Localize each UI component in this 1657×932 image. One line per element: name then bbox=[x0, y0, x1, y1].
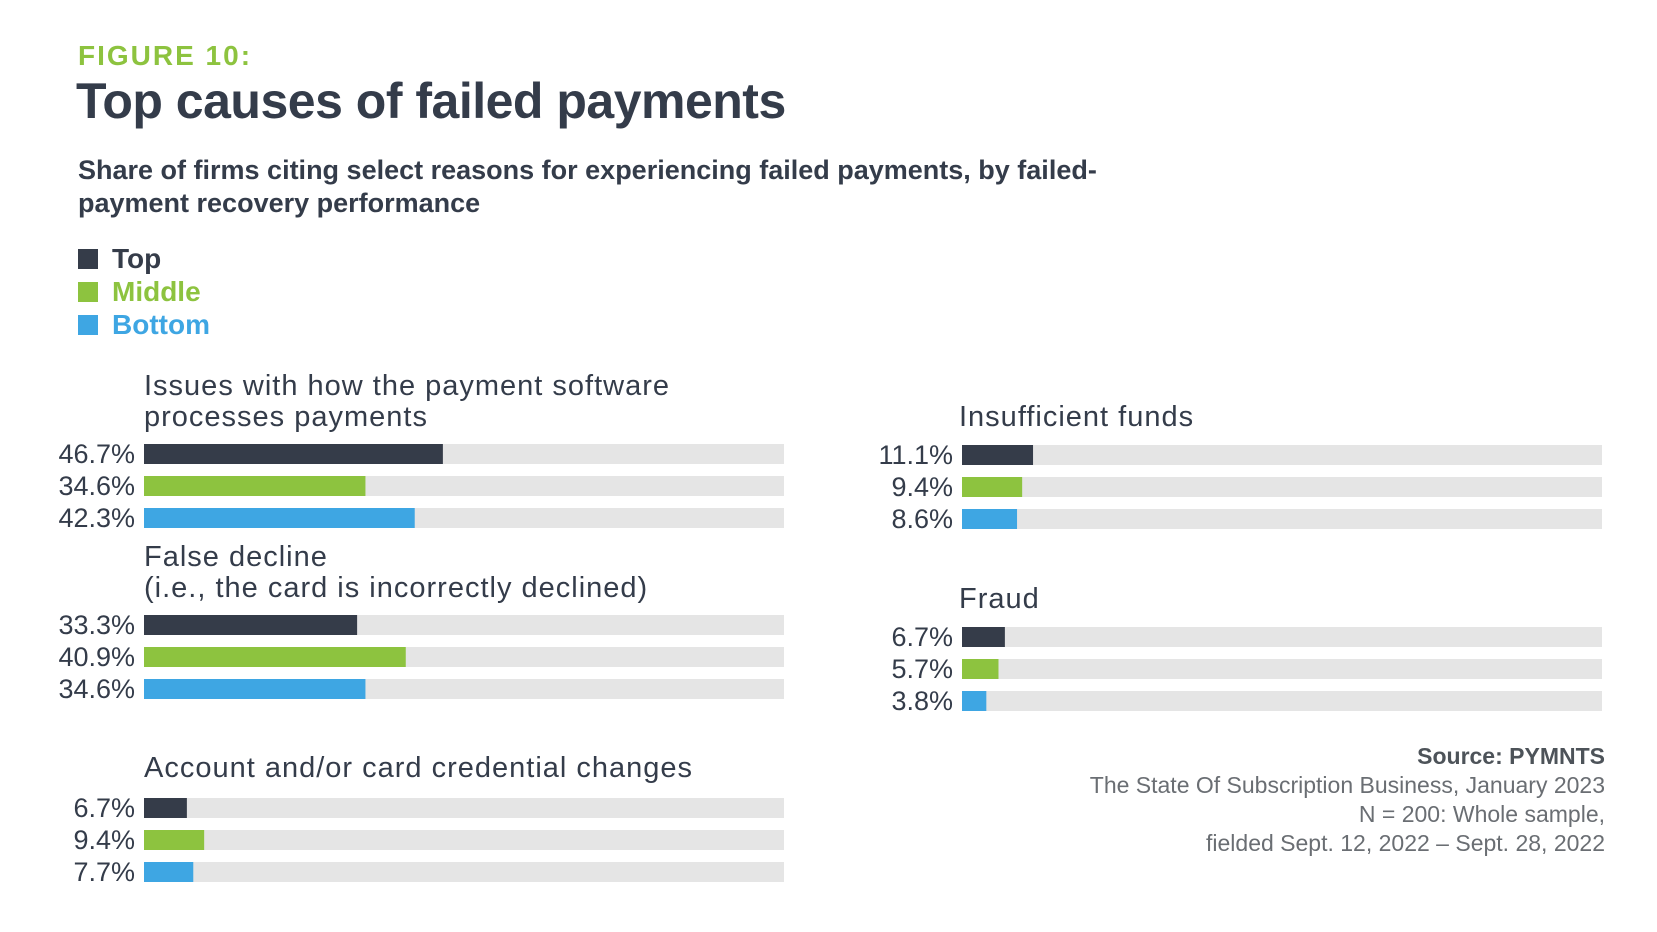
bar-credential-changes-top bbox=[144, 798, 187, 818]
value-label-credential-changes-top: 6.7% bbox=[73, 793, 135, 823]
source-note: Source: PYMNTS The State Of Subscription… bbox=[1090, 742, 1605, 858]
legend-item-bottom: Bottom bbox=[78, 308, 210, 341]
bar-fraud-middle bbox=[962, 659, 999, 679]
bar-false-decline-middle bbox=[144, 647, 406, 667]
bar-track-fraud-bottom bbox=[962, 691, 1602, 711]
value-label-insufficient-funds-middle: 9.4% bbox=[891, 472, 953, 502]
bar-credential-changes-bottom bbox=[144, 862, 194, 882]
bar-insufficient-funds-top bbox=[962, 445, 1034, 465]
source-heading: Source: PYMNTS bbox=[1417, 743, 1605, 769]
bar-insufficient-funds-bottom bbox=[962, 509, 1018, 529]
bar-payment-software-middle bbox=[144, 476, 366, 496]
legend-swatch-top bbox=[78, 248, 98, 269]
bar-track-fraud-middle bbox=[962, 659, 1602, 679]
bar-false-decline-top bbox=[144, 615, 358, 635]
value-label-payment-software-bottom: 42.3% bbox=[58, 503, 135, 533]
value-label-false-decline-top: 33.3% bbox=[58, 610, 135, 640]
bar-track-credential-changes-top bbox=[144, 798, 784, 818]
bar-false-decline-bottom bbox=[144, 679, 366, 699]
bar-payment-software-top bbox=[144, 444, 443, 464]
legend-swatch-middle bbox=[78, 281, 98, 302]
bar-track-credential-changes-bottom bbox=[144, 862, 784, 882]
legend-swatch-bottom bbox=[78, 314, 98, 335]
bar-credential-changes-middle bbox=[144, 830, 205, 850]
value-label-fraud-top: 6.7% bbox=[891, 622, 953, 652]
legend-item-top: Top bbox=[78, 242, 210, 275]
category-label-false-decline: False decline (i.e., the card is incorre… bbox=[144, 541, 649, 604]
value-label-credential-changes-bottom: 7.7% bbox=[73, 857, 135, 887]
bar-insufficient-funds-middle bbox=[962, 477, 1023, 497]
chart-subtitle: Share of firms citing select reasons for… bbox=[78, 155, 1097, 218]
category-label-fraud: Fraud bbox=[959, 583, 1040, 615]
value-label-credential-changes-middle: 9.4% bbox=[73, 825, 135, 855]
chart-title: Top causes of failed payments bbox=[76, 73, 786, 129]
legend-label-bottom: Bottom bbox=[112, 308, 210, 340]
bar-track-credential-changes-middle bbox=[144, 830, 784, 850]
value-label-false-decline-middle: 40.9% bbox=[58, 642, 135, 672]
source-line-2: N = 200: Whole sample, bbox=[1358, 801, 1605, 827]
bar-track-insufficient-funds-middle bbox=[962, 477, 1602, 497]
legend-item-middle: Middle bbox=[78, 275, 210, 308]
source-line-3: fielded Sept. 12, 2022 – Sept. 28, 2022 bbox=[1206, 830, 1605, 856]
category-label-insufficient-funds: Insufficient funds bbox=[959, 401, 1195, 433]
legend-label-middle: Middle bbox=[112, 275, 201, 307]
value-label-false-decline-bottom: 34.6% bbox=[58, 674, 135, 704]
source-line-1: The State Of Subscription Business, Janu… bbox=[1089, 772, 1605, 798]
value-label-payment-software-middle: 34.6% bbox=[58, 471, 135, 501]
bar-fraud-bottom bbox=[962, 691, 987, 711]
legend: Top Middle Bottom bbox=[78, 242, 210, 341]
bar-payment-software-bottom bbox=[144, 508, 415, 528]
category-label-credential-changes: Account and/or card credential changes bbox=[144, 752, 694, 784]
figure-label: FIGURE 10: bbox=[78, 40, 253, 71]
value-label-fraud-middle: 5.7% bbox=[891, 654, 953, 684]
bar-track-fraud-top bbox=[962, 627, 1602, 647]
bar-track-insufficient-funds-bottom bbox=[962, 509, 1602, 529]
legend-label-top: Top bbox=[112, 242, 162, 274]
category-label-payment-software: Issues with how the payment software pro… bbox=[144, 370, 671, 433]
value-label-fraud-bottom: 3.8% bbox=[891, 686, 953, 716]
value-label-insufficient-funds-top: 11.1% bbox=[878, 440, 953, 470]
value-label-insufficient-funds-bottom: 8.6% bbox=[891, 504, 953, 534]
bar-fraud-top bbox=[962, 627, 1005, 647]
bar-track-insufficient-funds-top bbox=[962, 445, 1602, 465]
value-label-payment-software-top: 46.7% bbox=[58, 439, 135, 469]
